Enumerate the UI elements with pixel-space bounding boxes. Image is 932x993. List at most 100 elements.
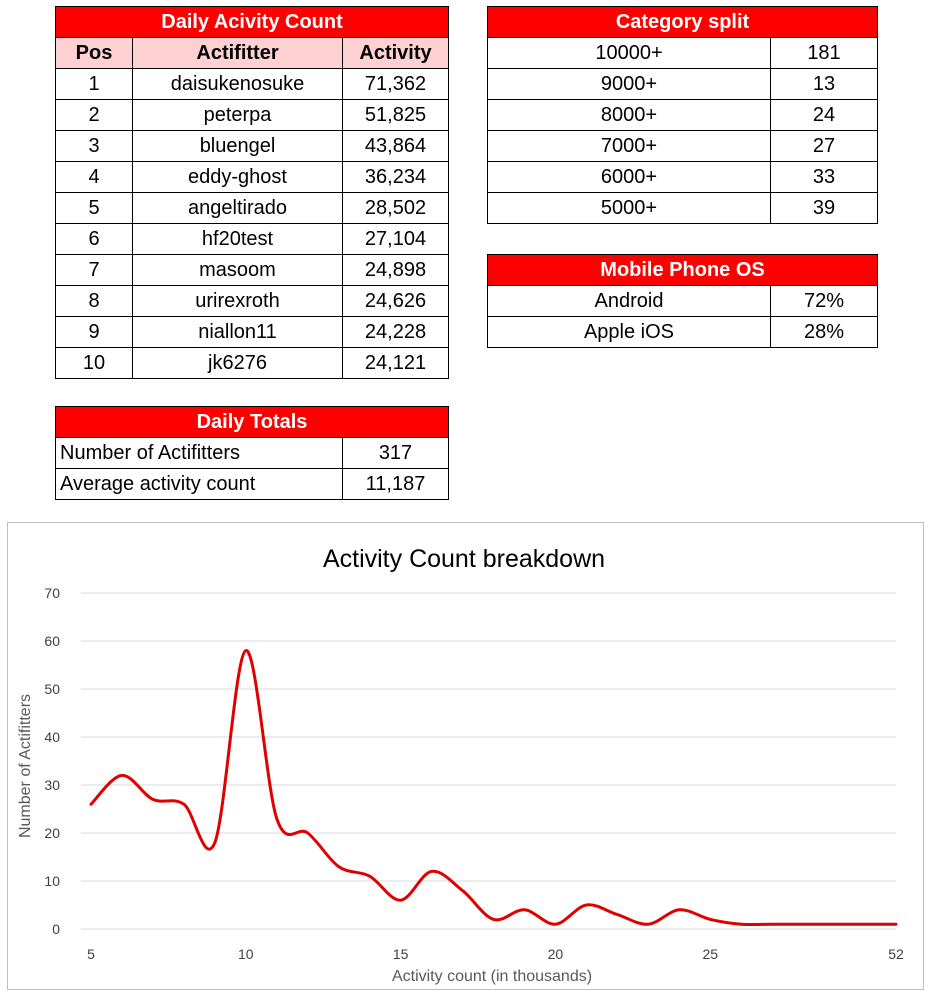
activity-cell: 24,626 [341, 285, 450, 317]
table-row: 10000+ 181 [487, 37, 879, 69]
x-tick-label: 52 [888, 946, 904, 962]
y-tick-label: 10 [44, 873, 60, 889]
mobile-os-table: Mobile Phone OS Android 72% Apple iOS 28% [486, 254, 879, 348]
actifitter-cell: angeltirado [132, 192, 343, 224]
total-label-cell: Average activity count [55, 468, 343, 500]
header-pos: Pos [55, 37, 133, 69]
category-count-cell: 27 [769, 130, 879, 162]
actifitter-cell: daisukenosuke [132, 68, 343, 100]
y-tick-label: 30 [44, 777, 60, 793]
daily-totals-title: Daily Totals [55, 406, 449, 438]
header-actifitter: Actifitter [132, 37, 343, 69]
x-axis-title: Activity count (in thousands) [392, 968, 592, 985]
activity-cell: 27,104 [341, 223, 450, 255]
y-tick-label: 20 [44, 825, 60, 841]
table-row: 8000+ 24 [487, 99, 879, 131]
os-name-cell: Apple iOS [487, 316, 771, 348]
activity-cell: 28,502 [341, 192, 450, 224]
x-tick-label: 15 [393, 946, 409, 962]
activity-cell: 51,825 [341, 99, 450, 131]
category-count-cell: 39 [769, 192, 879, 224]
x-tick-label: 10 [238, 946, 254, 962]
activity-cell: 24,228 [341, 316, 450, 348]
pos-cell: 7 [55, 254, 133, 286]
actifitter-cell: hf20test [132, 223, 343, 255]
table-row: 8 urirexroth 24,626 [55, 285, 450, 317]
pos-cell: 2 [55, 99, 133, 131]
series-line [89, 649, 898, 927]
pos-cell: 3 [55, 130, 133, 162]
y-tick-label: 50 [44, 681, 60, 697]
table-row: 4 eddy-ghost 36,234 [55, 161, 450, 193]
total-label-cell: Number of Actifitters [55, 437, 343, 469]
pos-cell: 8 [55, 285, 133, 317]
category-label-cell: 7000+ [487, 130, 771, 162]
total-value-cell: 317 [342, 437, 449, 469]
y-tick-label: 40 [44, 729, 60, 745]
actifitter-cell: eddy-ghost [132, 161, 343, 193]
actifitter-cell: urirexroth [132, 285, 343, 317]
category-label-cell: 6000+ [487, 161, 771, 193]
table-row: 6000+ 33 [487, 161, 879, 193]
y-tick-label: 70 [44, 585, 60, 601]
table-row: 1 daisukenosuke 71,362 [55, 68, 450, 100]
actifitter-cell: jk6276 [132, 347, 343, 379]
pos-cell: 5 [55, 192, 133, 224]
activity-cell: 43,864 [341, 130, 450, 162]
pos-cell: 10 [55, 347, 133, 379]
table-row: Apple iOS 28% [487, 316, 879, 348]
category-label-cell: 8000+ [487, 99, 771, 131]
chart-title: Activity Count breakdown [323, 545, 605, 573]
category-count-cell: 24 [769, 99, 879, 131]
category-split-table: Category split 10000+ 181 9000+ 13 8000+ 24 70… [486, 6, 879, 224]
category-count-cell: 33 [769, 161, 879, 193]
table-row: 2 peterpa 51,825 [55, 99, 450, 131]
pos-cell: 6 [55, 223, 133, 255]
category-label-cell: 5000+ [487, 192, 771, 224]
os-share-cell: 72% [769, 285, 879, 317]
total-value-cell: 11,187 [342, 468, 449, 500]
actifitter-cell: niallon11 [132, 316, 343, 348]
y-axis-title: Number of Actifitters [17, 694, 34, 838]
table-row: 5000+ 39 [487, 192, 879, 224]
activity-chart: Activity Count breakdown 0 10 20 30 40 50 60 70… [7, 522, 924, 990]
pos-cell: 1 [55, 68, 133, 100]
daily-activity-table: Daily Acivity Count Pos Actifitter Activ… [54, 6, 450, 379]
pos-cell: 4 [55, 161, 133, 193]
x-tick-label: 25 [702, 946, 718, 962]
table-row: 9 niallon11 24,228 [55, 316, 450, 348]
activity-cell: 36,234 [341, 161, 450, 193]
mobile-os-title: Mobile Phone OS [486, 254, 879, 286]
actifitter-cell: peterpa [132, 99, 343, 131]
os-name-cell: Android [487, 285, 771, 317]
category-label-cell: 9000+ [487, 68, 771, 100]
actifitter-cell: masoom [132, 254, 343, 286]
activity-cell: 24,898 [341, 254, 450, 286]
header-activity: Activity [341, 37, 450, 69]
table-row: 3 bluengel 43,864 [55, 130, 450, 162]
actifitter-cell: bluengel [132, 130, 343, 162]
os-share-cell: 28% [769, 316, 879, 348]
table-row: 7 masoom 24,898 [55, 254, 450, 286]
x-tick-label: 5 [87, 946, 95, 962]
x-tick-label: 20 [548, 946, 564, 962]
category-split-title: Category split [486, 6, 879, 38]
chart-canvas: Activity Count breakdown 0 10 20 30 40 50 60 70… [17, 545, 904, 985]
category-label-cell: 10000+ [487, 37, 771, 69]
table-row: 9000+ 13 [487, 68, 879, 100]
table-row: Android 72% [487, 285, 879, 317]
table-row: 6 hf20test 27,104 [55, 223, 450, 255]
activity-cell: 24,121 [341, 347, 450, 379]
table-row: 5 angeltirado 28,502 [55, 192, 450, 224]
table-row: Average activity count 11,187 [55, 468, 449, 500]
table-row: Number of Actifitters 317 [55, 437, 449, 469]
category-count-cell: 13 [769, 68, 879, 100]
daily-activity-title: Daily Acivity Count [54, 6, 450, 38]
table-row: 7000+ 27 [487, 130, 879, 162]
y-tick-label: 60 [44, 633, 60, 649]
category-count-cell: 181 [769, 37, 879, 69]
daily-totals-table: Daily Totals Number of Actifitters 317 Ave… [55, 406, 449, 500]
y-tick-label: 0 [52, 921, 60, 937]
table-row: 10 jk6276 24,121 [55, 347, 450, 379]
pos-cell: 9 [55, 316, 133, 348]
